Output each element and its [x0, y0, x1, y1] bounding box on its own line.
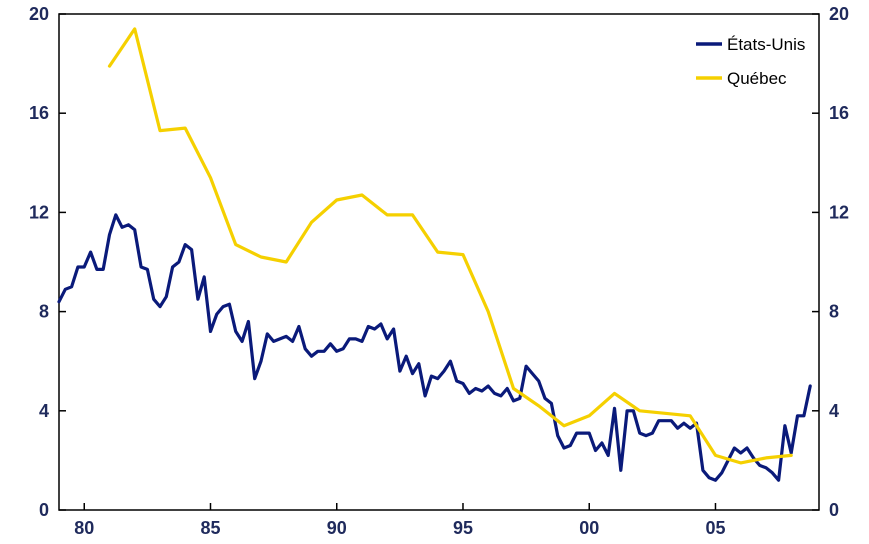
x-axis: 80 85 90 95 00 05 — [74, 503, 725, 538]
series-layer — [57, 27, 812, 482]
x-tick-label: 05 — [705, 518, 725, 538]
series-line-etats-unis — [57, 213, 812, 482]
legend-label: Québec — [727, 69, 787, 88]
x-tick-label: 85 — [200, 518, 220, 538]
y-tick-label-right: 20 — [829, 4, 849, 24]
y-tick-label-left: 0 — [39, 500, 49, 520]
y-tick-label-left: 20 — [29, 4, 49, 24]
plot-frame — [58, 13, 820, 511]
y-tick-label-left: 4 — [39, 401, 49, 421]
y-axis-right: 0 4 8 12 16 20 — [812, 4, 849, 520]
y-tick-label-left: 16 — [29, 103, 49, 123]
series-line-quebec — [107, 27, 793, 465]
legend-label: États-Unis — [727, 35, 805, 54]
y-tick-label-right: 12 — [829, 202, 849, 222]
y-tick-label-right: 8 — [829, 302, 839, 322]
y-axis-left: 0 4 8 12 16 20 — [29, 4, 66, 520]
x-tick-label: 95 — [453, 518, 473, 538]
x-tick-label: 00 — [579, 518, 599, 538]
y-tick-label-right: 4 — [829, 401, 839, 421]
y-tick-label-right: 16 — [829, 103, 849, 123]
x-tick-label: 80 — [74, 518, 94, 538]
y-tick-label-right: 0 — [829, 500, 839, 520]
y-tick-label-left: 8 — [39, 302, 49, 322]
legend: États-Unis Québec — [696, 35, 805, 88]
y-tick-label-left: 12 — [29, 202, 49, 222]
x-tick-label: 90 — [327, 518, 347, 538]
